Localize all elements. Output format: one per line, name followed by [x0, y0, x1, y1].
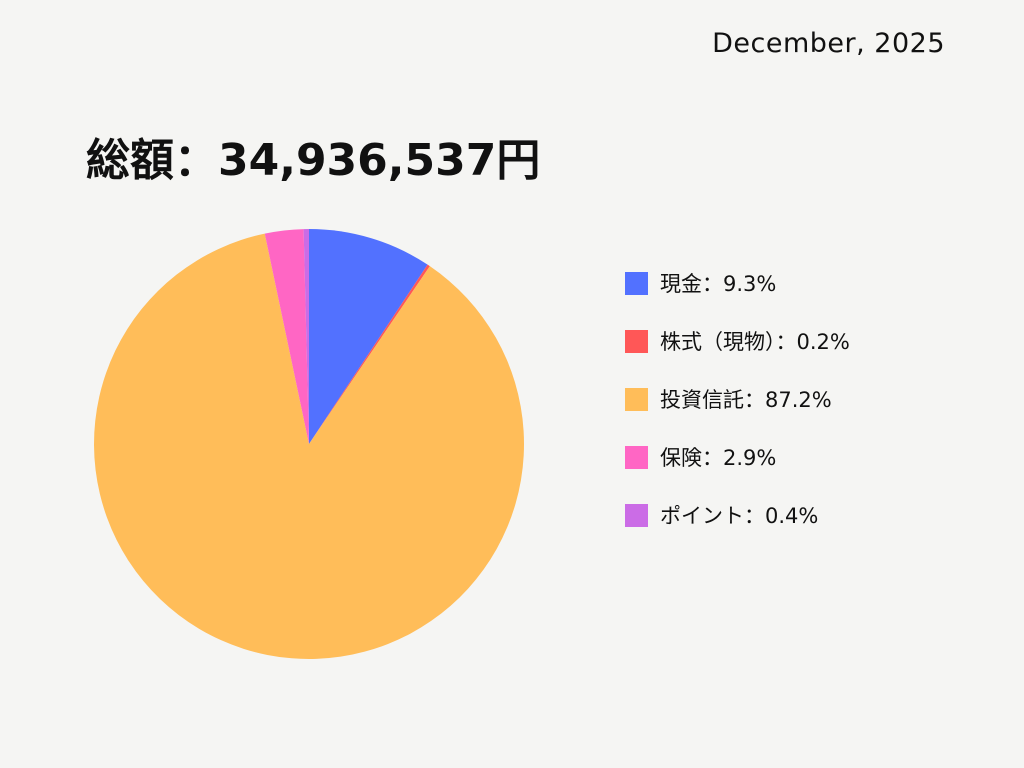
legend-item-3: 保険：2.9%: [625, 428, 850, 486]
legend-swatch-0: [625, 271, 648, 295]
pie-slice-0: [309, 229, 428, 444]
report-date: December, 2025: [712, 28, 945, 59]
legend-label-3: 保険：2.9%: [660, 446, 777, 470]
legend-swatch-1: [625, 329, 648, 353]
legend-item-4: ポイント：0.4%: [625, 486, 850, 544]
pie-slice-4: [303, 229, 309, 444]
legend-item-2: 投資信託：87.2%: [625, 370, 850, 428]
pie-slice-2: [94, 233, 525, 660]
legend-item-1: 株式（現物）：0.2%: [625, 312, 850, 370]
legend-label-1: 株式（現物）：0.2%: [660, 330, 850, 354]
total-amount-title: 総額：34,936,537円: [86, 135, 541, 186]
legend-swatch-4: [625, 503, 648, 527]
chart-legend: 現金：9.3% 株式（現物）：0.2% 投資信託：87.2% 保険：2.9% ポイント：…: [625, 254, 850, 544]
pie-slice-3: [264, 229, 309, 444]
legend-label-0: 現金：9.3%: [660, 272, 777, 296]
legend-label-2: 投資信託：87.2%: [660, 388, 832, 412]
pie-slice-1: [309, 264, 430, 444]
legend-swatch-3: [625, 445, 648, 469]
legend-item-0: 現金：9.3%: [625, 254, 850, 312]
pie-slices: [94, 229, 525, 660]
legend-swatch-2: [625, 387, 648, 411]
legend-label-4: ポイント：0.4%: [660, 504, 819, 528]
